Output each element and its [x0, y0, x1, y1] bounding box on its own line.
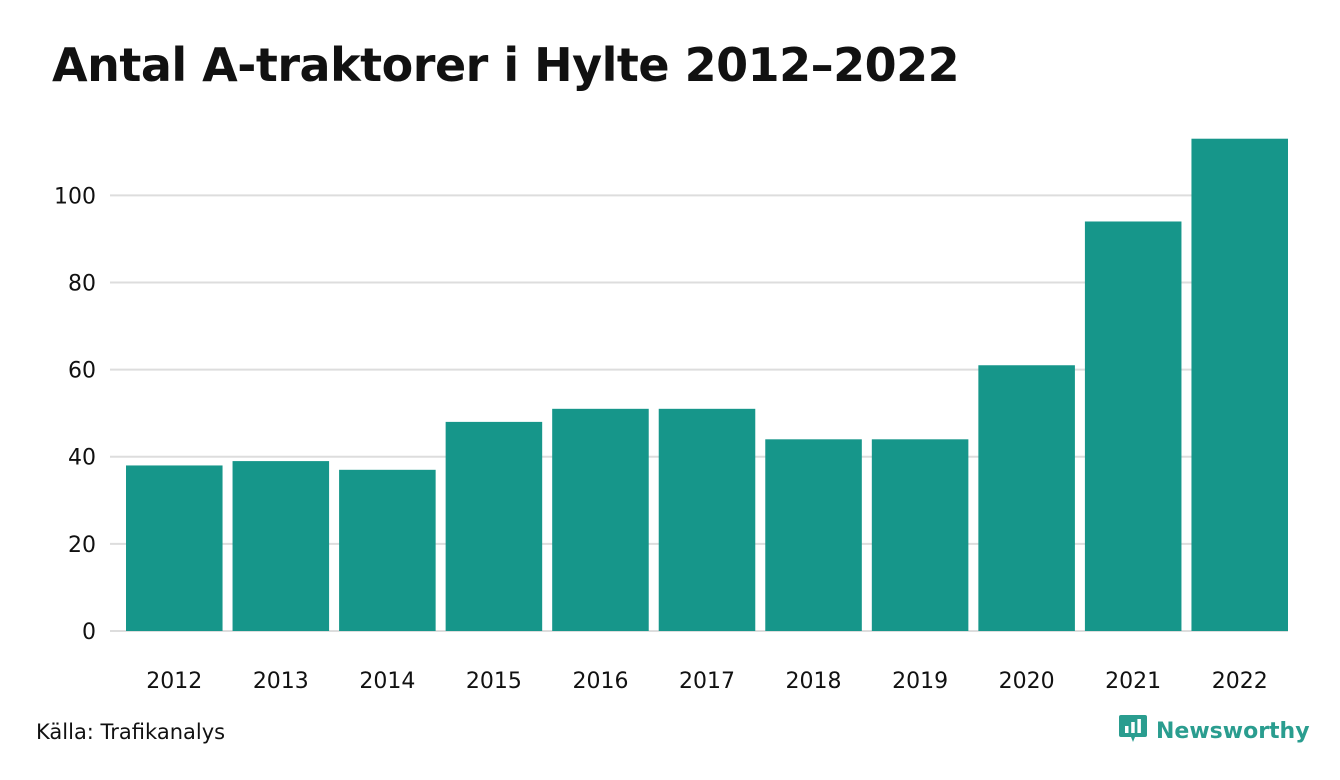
bar-2012 — [126, 465, 223, 631]
y-tick-label: 100 — [54, 184, 96, 209]
x-tick-label: 2015 — [466, 669, 522, 694]
bar-2014 — [339, 469, 436, 631]
x-tick-label: 2012 — [146, 669, 202, 694]
bar-2018 — [765, 439, 862, 631]
bar-2019 — [871, 439, 969, 631]
y-tick-label: 20 — [68, 533, 96, 558]
x-tick-label: 2018 — [786, 669, 842, 694]
source-note: Källa: Trafikanalys — [36, 720, 226, 744]
brand-name: Newsworthy — [1156, 718, 1310, 744]
y-tick-label: 40 — [68, 446, 96, 471]
x-tick-label: 2020 — [999, 669, 1055, 694]
x-tick-label: 2021 — [1105, 669, 1161, 694]
y-axis-tick-labels: 0 20 40 60 80 100 — [54, 184, 96, 645]
bar-2017 — [658, 408, 756, 631]
x-tick-label: 2013 — [253, 669, 309, 694]
bar-2022 — [1191, 138, 1288, 631]
y-tick-label: 60 — [68, 359, 96, 384]
bar-2020 — [978, 365, 1075, 631]
newsworthy-logo-icon — [1118, 713, 1148, 749]
x-tick-label: 2017 — [679, 669, 735, 694]
bar-2021 — [1084, 221, 1182, 632]
bar-2015 — [445, 421, 543, 631]
x-tick-label: 2022 — [1212, 669, 1268, 694]
x-tick-label: 2014 — [359, 669, 415, 694]
bar-2013 — [232, 461, 330, 631]
x-axis-tick-labels: 2012 2013 2014 2015 2016 2017 2018 2019 2020 2021… — [146, 669, 1267, 694]
bars — [126, 138, 1288, 632]
y-tick-label: 0 — [82, 620, 96, 645]
x-tick-label: 2016 — [572, 669, 628, 694]
chart-title: Antal A-traktorer i Hylte 2012–2022 — [52, 38, 960, 92]
brand-logo[interactable]: Newsworthy — [1118, 713, 1310, 749]
x-tick-label: 2019 — [892, 669, 948, 694]
bar-2016 — [552, 408, 649, 631]
y-tick-label: 80 — [68, 271, 96, 296]
